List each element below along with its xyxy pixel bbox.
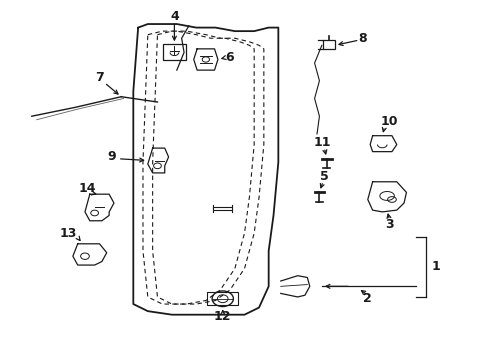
Text: 14: 14 — [79, 183, 96, 195]
Text: 11: 11 — [312, 136, 330, 149]
Text: 2: 2 — [363, 292, 371, 305]
Text: 3: 3 — [385, 218, 393, 231]
Text: 8: 8 — [358, 32, 366, 45]
Text: 6: 6 — [225, 51, 234, 64]
Text: 7: 7 — [95, 71, 103, 84]
Bar — [322, 40, 334, 49]
Text: 13: 13 — [59, 227, 77, 240]
Bar — [207, 292, 238, 305]
Text: 12: 12 — [214, 310, 231, 323]
Text: 10: 10 — [380, 115, 397, 128]
Text: 5: 5 — [319, 170, 328, 183]
Text: 4: 4 — [170, 10, 179, 23]
Text: 9: 9 — [107, 150, 116, 163]
Text: 1: 1 — [430, 260, 439, 273]
